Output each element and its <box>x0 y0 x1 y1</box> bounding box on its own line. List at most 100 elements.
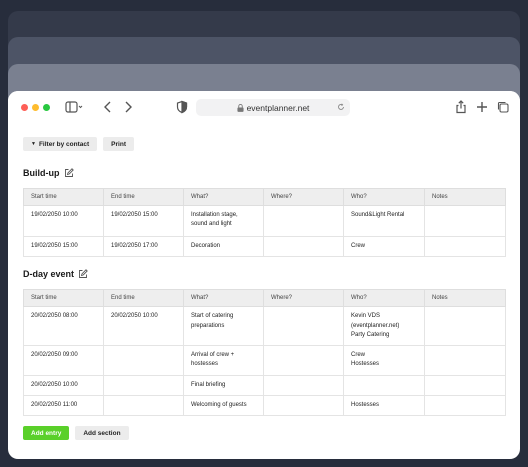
where-cell <box>263 374 344 397</box>
who-cell: Hostesses <box>343 395 425 417</box>
notes-cell <box>424 306 506 347</box>
column-header: Who? <box>343 289 425 308</box>
column-header: End time <box>103 188 184 206</box>
what-cell: Arrival of crew + hostesses <box>183 345 264 376</box>
build-up-table: Start time End time What? Where? Who? No… <box>23 188 506 258</box>
add-entry-button[interactable]: Add entry <box>23 426 70 441</box>
column-header: Who? <box>343 188 425 206</box>
what-cell: Decoration <box>183 235 264 258</box>
where-cell <box>263 205 344 237</box>
table-header-row: Start time End time What? Where? Who? No… <box>23 289 506 308</box>
column-header: Notes <box>424 188 506 206</box>
who-cell: Crew Hostesses <box>343 345 425 376</box>
reload-icon[interactable] <box>337 103 345 111</box>
forward-icon[interactable] <box>121 100 135 114</box>
who-line: Sound&Light Rental <box>351 212 405 218</box>
who-cell: Sound&Light Rental <box>343 205 425 237</box>
what-line: Decoration <box>191 243 221 249</box>
end-time-cell: 19/02/2050 17:00 <box>103 235 184 258</box>
table-header-row: Start time End time What? Where? Who? No… <box>23 188 506 206</box>
what-line: Final briefing <box>191 381 226 388</box>
start-time-cell: 20/02/2050 08:00 <box>23 306 104 347</box>
who-cell <box>343 374 425 397</box>
who-line: Party Catering <box>351 331 390 338</box>
column-header: End time <box>103 289 184 308</box>
edit-icon[interactable] <box>78 269 88 279</box>
what-cell: Start of catering preparations <box>183 306 264 347</box>
url-text: eventplanner.net <box>246 102 310 113</box>
column-header: Where? <box>263 289 344 308</box>
end-time-cell: 20/02/2050 10:00 <box>103 306 184 347</box>
table-row[interactable]: 19/02/2050 10:00 19/02/2050 15:00 Instal… <box>23 205 506 237</box>
what-cell: Welcoming of guests <box>183 395 264 417</box>
start-time-cell: 19/02/2050 10:00 <box>23 205 104 237</box>
back-icon[interactable] <box>101 100 115 114</box>
what-line: hostesses <box>191 361 219 368</box>
share-icon[interactable] <box>454 100 468 114</box>
what-line: Start of catering <box>191 313 234 320</box>
minimize-window-button[interactable] <box>32 104 39 111</box>
tab-overview-icon[interactable] <box>496 100 510 114</box>
address-bar[interactable]: eventplanner.net <box>196 99 350 116</box>
print-button[interactable]: Print <box>103 137 134 151</box>
column-header: Start time <box>23 289 104 308</box>
what-line: sound and light <box>191 221 232 228</box>
where-cell <box>263 306 344 347</box>
who-line: (eventplanner.net) <box>351 322 400 329</box>
table-row[interactable]: 20/02/2050 09:00 Arrival of crew + hoste… <box>23 345 506 376</box>
what-line: Installation stage, <box>191 212 238 218</box>
section-title-text: Build-up <box>23 168 60 178</box>
where-cell <box>263 235 344 258</box>
notes-cell <box>424 205 506 237</box>
column-header: What? <box>183 188 264 206</box>
filter-by-contact-label: Filter by contact <box>38 140 90 148</box>
notes-cell <box>424 374 506 397</box>
section-title-d-day-event: D-day event <box>23 268 506 280</box>
section-title-build-up: Build-up <box>23 167 506 179</box>
who-line: Hostesses <box>351 402 380 409</box>
end-time-cell <box>103 395 184 417</box>
what-cell: Installation stage, sound and light <box>183 205 264 237</box>
browser-toolbar: eventplanner.net <box>8 91 520 124</box>
table-row[interactable]: 20/02/2050 10:00 Final briefing <box>23 374 506 397</box>
where-cell <box>263 395 344 417</box>
what-line: Arrival of crew + <box>191 352 235 359</box>
table-row[interactable]: 20/02/2050 11:00 Welcoming of guests Hos… <box>23 395 506 417</box>
end-time-cell <box>103 374 184 397</box>
start-time-cell: 19/02/2050 15:00 <box>23 235 104 258</box>
start-time-cell: 20/02/2050 09:00 <box>23 345 104 376</box>
column-header: What? <box>183 289 264 308</box>
column-header: Start time <box>23 188 104 206</box>
who-cell: Kevin VDS (eventplanner.net) Party Cater… <box>343 306 425 347</box>
notes-cell <box>424 345 506 376</box>
add-section-button[interactable]: Add section <box>75 426 129 441</box>
who-line: Crew <box>351 243 366 249</box>
edit-icon[interactable] <box>64 168 74 178</box>
page-content: ▼ Filter by contact Print Build-up Start… <box>8 124 520 441</box>
close-window-button[interactable] <box>21 104 28 111</box>
where-cell <box>263 345 344 376</box>
section-title-text: D-day event <box>23 269 75 280</box>
sidebar-toggle-icon[interactable] <box>65 100 83 114</box>
what-cell: Final briefing <box>183 374 264 397</box>
who-line: Hostesses <box>351 361 380 368</box>
what-line: preparations <box>191 322 225 329</box>
what-line: Welcoming of guests <box>191 402 247 409</box>
table-row[interactable]: 19/02/2050 15:00 19/02/2050 17:00 Decora… <box>23 235 506 258</box>
new-tab-icon[interactable] <box>475 100 489 114</box>
filter-by-contact-button[interactable]: ▼ Filter by contact <box>23 137 98 151</box>
end-time-cell: 19/02/2050 15:00 <box>103 205 184 237</box>
who-line: Kevin VDS <box>351 313 381 320</box>
browser-window: eventplanner.net ▼ Filter by contact Pri <box>8 91 520 459</box>
who-line: Crew <box>351 352 366 359</box>
privacy-shield-icon[interactable] <box>175 100 189 114</box>
start-time-cell: 20/02/2050 10:00 <box>23 374 104 397</box>
zoom-window-button[interactable] <box>43 104 50 111</box>
caret-down-icon: ▼ <box>31 141 36 147</box>
notes-cell <box>424 235 506 258</box>
start-time-cell: 20/02/2050 11:00 <box>23 395 104 417</box>
table-row[interactable]: 20/02/2050 08:00 20/02/2050 10:00 Start … <box>23 306 506 347</box>
end-time-cell <box>103 345 184 376</box>
lock-icon <box>237 103 244 112</box>
column-header: Where? <box>263 188 344 206</box>
